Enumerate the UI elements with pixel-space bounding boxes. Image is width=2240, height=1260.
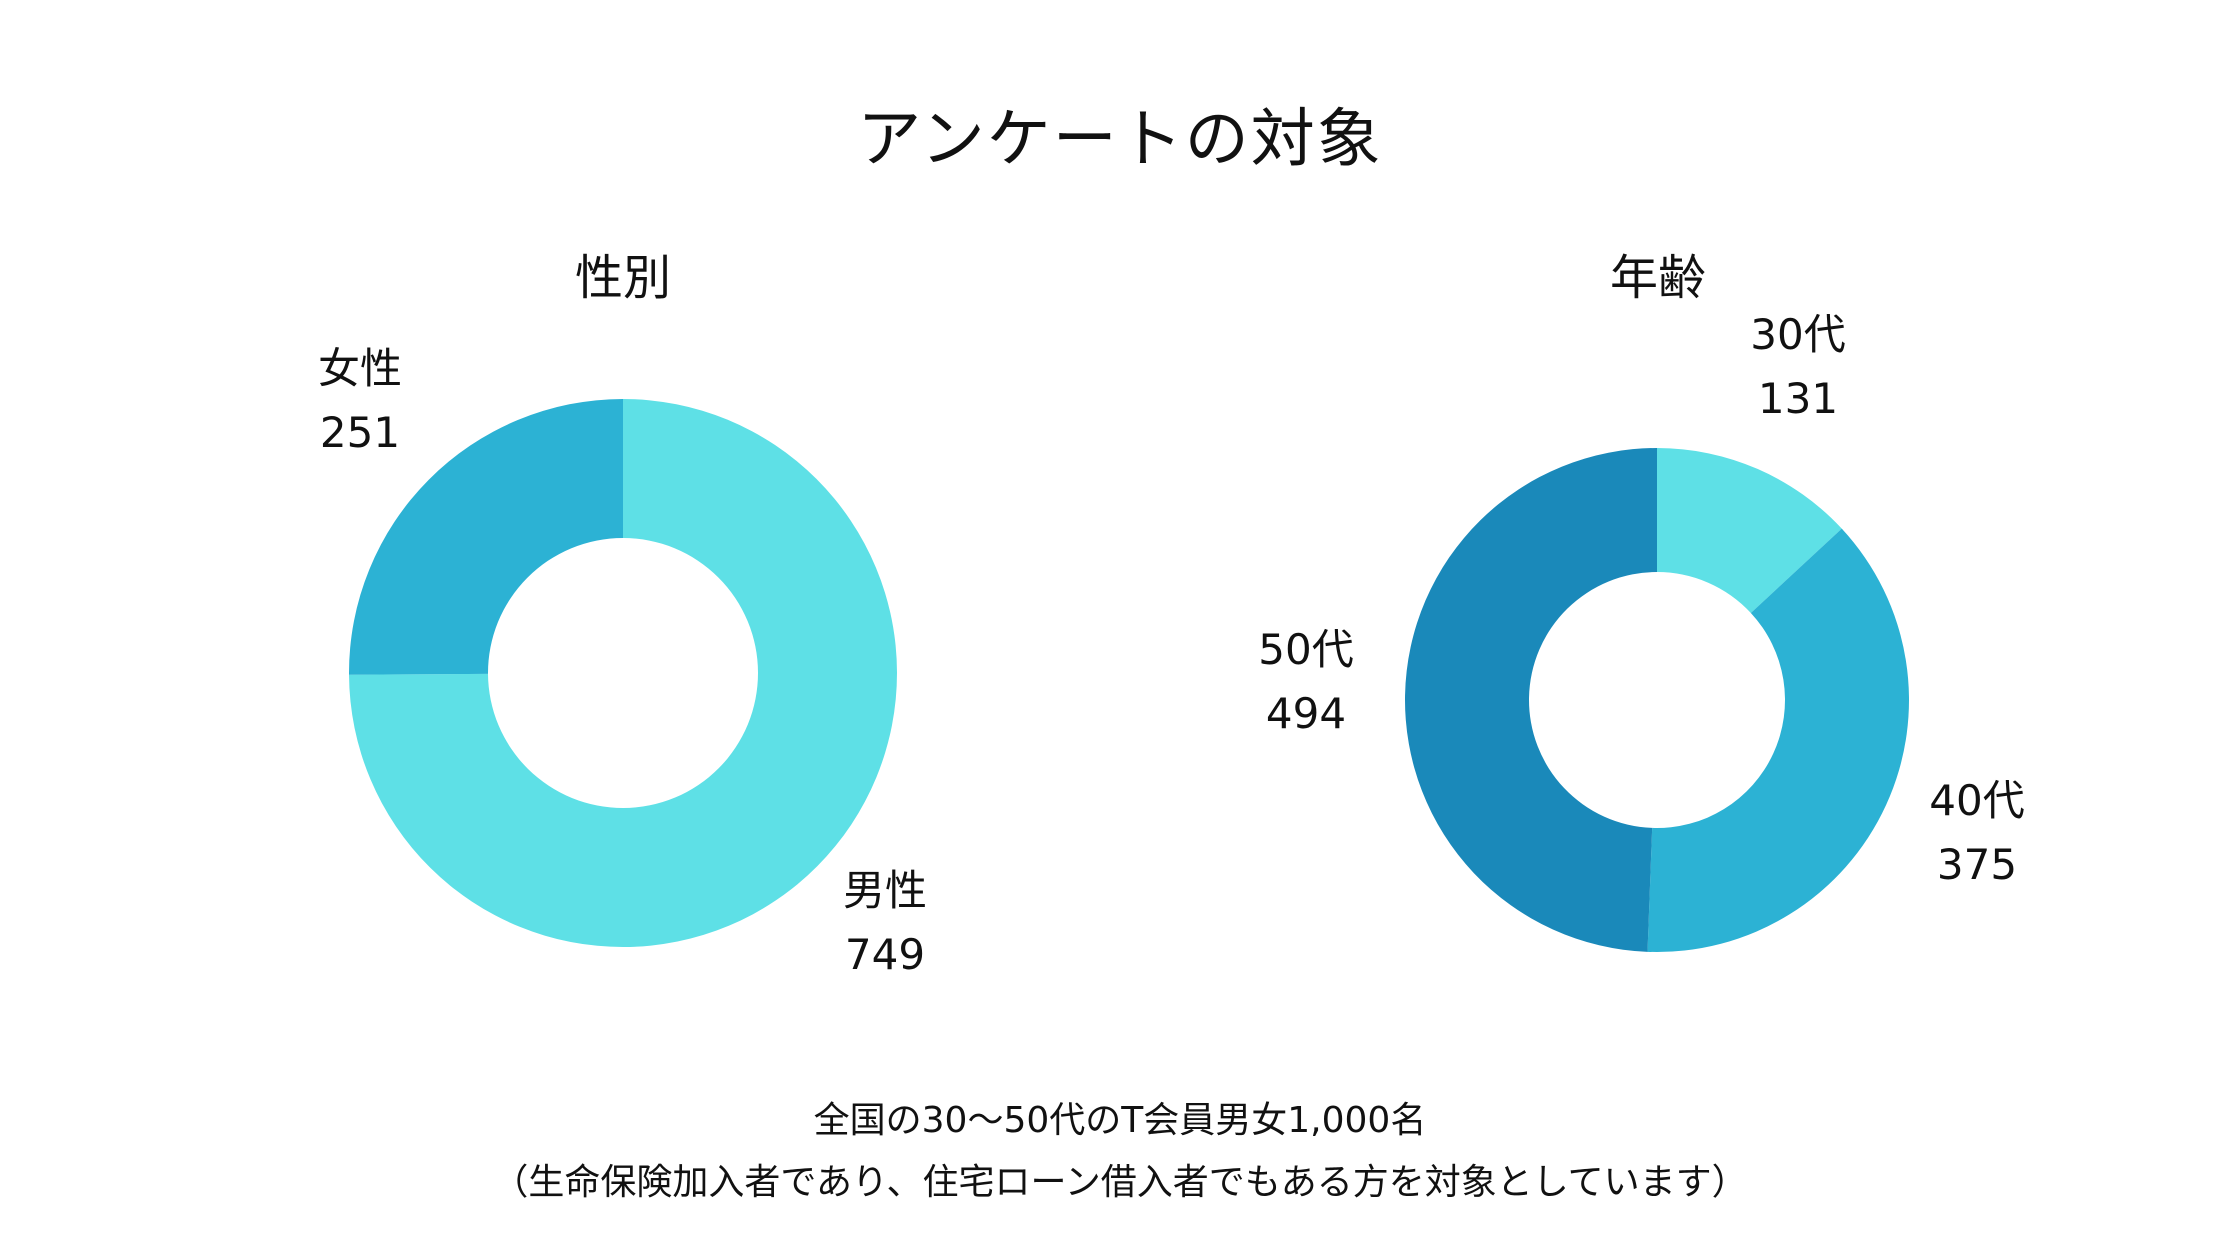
slice-value-label: 375 xyxy=(1937,840,2017,889)
donut-slice-age-2 xyxy=(1404,448,1657,952)
page-title: アンケートの対象 xyxy=(857,103,1383,177)
slice-category-label: 女性 xyxy=(318,344,402,393)
slice-label-gender-0: 男性 749 xyxy=(843,866,927,979)
chart-title-age: 年齢 xyxy=(1609,250,1706,306)
chart-title-gender: 性別 xyxy=(574,250,671,306)
slice-category-label: 男性 xyxy=(843,866,927,915)
slice-value-label: 251 xyxy=(320,408,400,457)
donut-slice-gender-1 xyxy=(349,399,623,675)
footnote-line-2: （生命保険加入者であり、住宅ローン借入者でもある方を対象としています） xyxy=(492,1162,1748,1203)
donut-slice-age-1 xyxy=(1647,528,1910,952)
slice-category-label: 40代 xyxy=(1929,776,2024,825)
slice-label-gender-1: 女性 251 xyxy=(318,344,402,457)
footnote-line-1: 全国の30〜50代のT会員男女1,000名 xyxy=(813,1100,1427,1141)
slice-value-label: 749 xyxy=(845,930,925,979)
slice-value-label: 494 xyxy=(1266,689,1346,738)
donut-slice-gender-0 xyxy=(349,399,898,948)
slice-category-label: 30代 xyxy=(1750,310,1845,359)
slice-value-label: 131 xyxy=(1758,374,1838,423)
slice-category-label: 50代 xyxy=(1258,625,1353,674)
donut-slice-age-0 xyxy=(1657,448,1842,613)
